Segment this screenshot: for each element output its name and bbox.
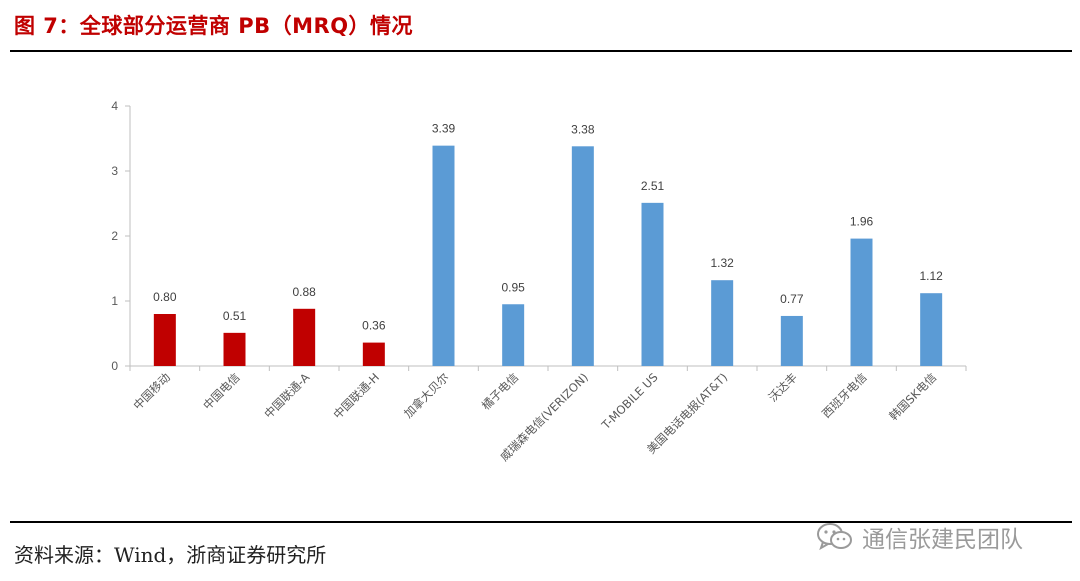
bar [641,202,664,366]
data-label: 1.32 [710,256,734,270]
data-label: 3.39 [432,122,456,136]
wechat-icon [817,523,852,551]
category-label: 中国联通-H [330,370,381,421]
category-label: 中国移动 [131,370,173,412]
data-label: 0.88 [292,285,316,299]
category-label: 韩国SK电信 [886,370,939,423]
bar [223,332,246,366]
data-label: 1.12 [919,269,943,283]
pb-bar-chart: 0 1 2 3 4 0.80 中国移动 0.51 中国电信 0.88 中国联通-A 0.36 中国联通-… [111,99,967,464]
data-label: 0.51 [223,309,247,323]
category-label: 中国电信 [200,370,242,412]
bar [362,342,385,366]
bar [850,238,873,366]
category-label: 加拿大贝尔 [401,370,452,421]
bar [711,280,734,366]
bar [920,293,943,366]
category-label: 橘子电信 [479,370,521,412]
bar [571,146,594,366]
category-label: T-MOBILE US [598,370,661,433]
category-label: 沃达丰 [766,370,800,404]
y-tick-label: 2 [111,229,118,243]
source-note: 资料来源：Wind，浙商证券研究所 [14,543,327,567]
bar [432,145,455,366]
bottom-rule [10,521,1072,523]
figure-title: 图 7：全球部分运营商 PB（MRQ）情况 [14,14,414,38]
bar [502,304,525,366]
data-label: 0.80 [153,290,177,304]
bar [153,314,176,366]
watermark-text: 通信张建民团队 [862,527,1023,553]
bar [293,308,316,366]
category-label: 中国联通-A [261,370,312,421]
top-rule [10,50,1072,52]
data-label: 0.36 [362,319,386,333]
data-label: 1.96 [850,215,874,229]
y-tick-label: 0 [111,359,118,373]
y-tick-label: 3 [111,164,118,178]
data-label: 0.77 [780,292,804,306]
watermark: 通信张建民团队 [816,519,1023,555]
category-label: 西班牙电信 [819,370,870,421]
data-label: 0.95 [501,280,525,294]
bar [780,315,803,366]
y-tick-label: 1 [111,294,118,308]
y-tick-label: 4 [111,99,118,113]
data-label: 2.51 [641,179,665,193]
data-label: 3.38 [571,122,595,136]
